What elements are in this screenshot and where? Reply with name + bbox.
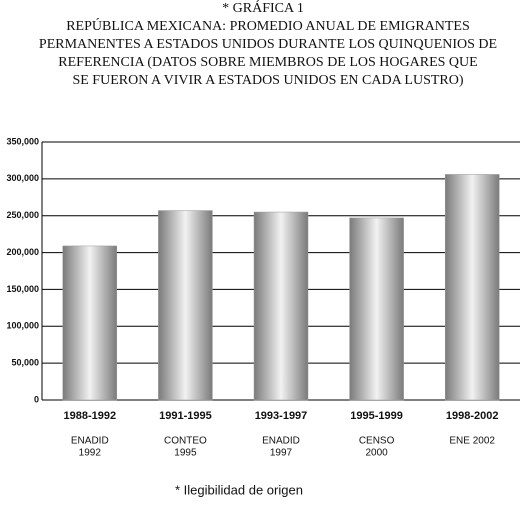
chart-subtitle: REPÚBLICA MEXICANA: PROMEDIO ANUAL DE EM…	[66, 17, 470, 34]
source-label: CONTEO	[164, 436, 207, 447]
source-label: CENSO	[359, 436, 395, 447]
chart-subtitle: SE FUERON A VIVIR A ESTADOS UNIDOS EN CA…	[72, 73, 463, 88]
chart-subtitle: PERMANENTES A ESTADOS UNIDOS DURANTE LOS…	[39, 37, 497, 52]
x-tick-label: 1995-1999	[350, 410, 403, 422]
x-tick-label: 1991-1995	[159, 410, 212, 422]
y-tick-label: 350,000	[6, 136, 39, 146]
bar	[444, 174, 500, 401]
x-tick-label: 1998-2002	[446, 410, 499, 422]
source-label: 1995	[174, 448, 197, 459]
chart-title: * GRÁFICA 1	[222, 0, 304, 16]
source-label: ENADID	[262, 436, 300, 447]
y-tick-label: 300,000	[6, 173, 39, 183]
source-label: ENE 2002	[449, 436, 495, 447]
y-tick-label: 150,000	[6, 284, 39, 294]
bar	[349, 217, 404, 401]
bar	[158, 210, 213, 401]
y-tick-label: 100,000	[6, 321, 39, 331]
y-tick-label: 250,000	[6, 210, 39, 220]
x-tick-label: 1993-1997	[255, 410, 308, 422]
footnote: * Ilegibilidad de origen	[175, 482, 303, 497]
bar	[253, 211, 309, 401]
x-tick-label: 1988-1992	[63, 410, 116, 422]
bar	[62, 245, 118, 401]
y-tick-label: 200,000	[6, 247, 39, 257]
chart-subtitle: REFERENCIA (DATOS SOBRE MIEMBROS DE LOS …	[58, 55, 477, 70]
y-tick-label: 0	[34, 394, 39, 404]
y-tick-label: 50,000	[11, 358, 39, 368]
source-label: 2000	[365, 448, 388, 459]
source-label: 1997	[270, 448, 293, 459]
source-label: ENADID	[71, 436, 109, 447]
source-label: 1992	[79, 448, 102, 459]
